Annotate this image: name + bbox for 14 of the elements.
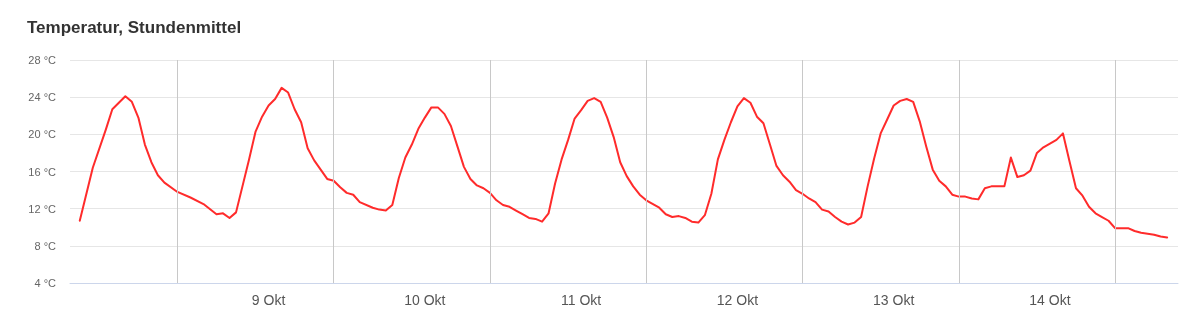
x-tick-label: 13 Okt <box>873 292 915 308</box>
x-tick-label: 11 Okt <box>561 292 602 308</box>
y-tick-label: 28 °C <box>28 54 57 66</box>
y-tick-label: 12 °C <box>28 202 57 215</box>
y-tick-label: 16 °C <box>28 165 57 178</box>
x-tick-label: 9 Okt <box>251 292 286 308</box>
x-tick-label: 10 Okt <box>404 292 446 308</box>
y-tick-label: 20 °C <box>28 128 57 141</box>
y-tick-label: 8 °C <box>34 239 57 252</box>
y-tick-label: 24 °C <box>28 91 57 104</box>
chart-title: Temperatur, Stundenmittel <box>27 18 242 37</box>
x-tick-label: 14 Okt <box>1029 292 1071 308</box>
x-tick-label: 12 Okt <box>716 292 759 308</box>
y-tick-label: 4 °C <box>34 277 57 289</box>
